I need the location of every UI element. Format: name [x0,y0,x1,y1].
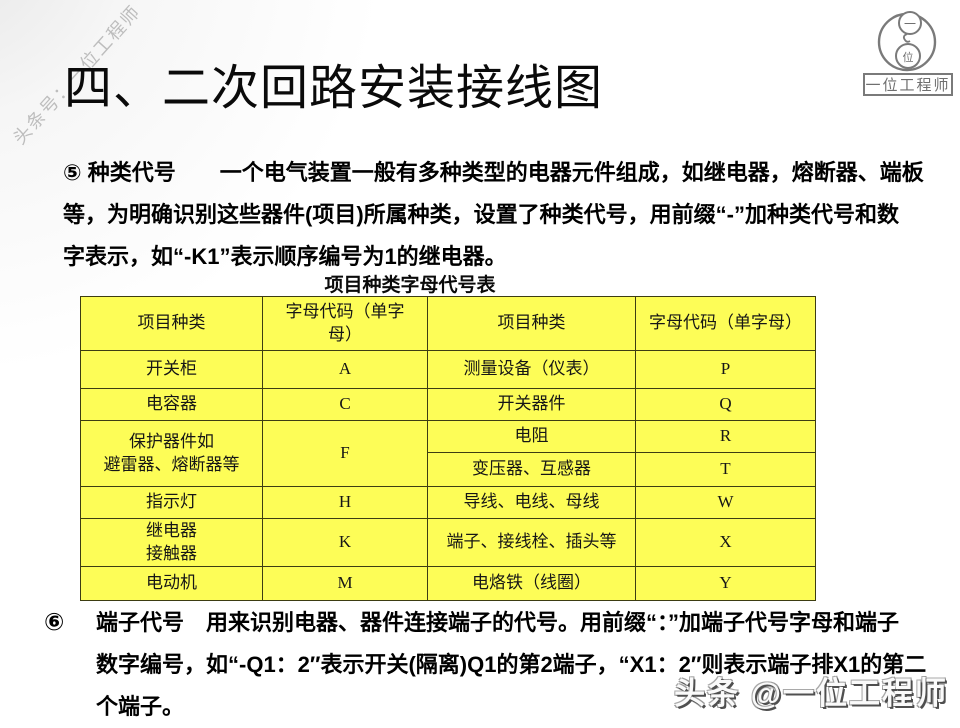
table-cell: 电容器 [80,388,263,421]
logo-hook-icon [902,33,911,43]
paragraph-type-code-line1: ⑤ 种类代号 一个电气装置一般有多种类型的电器元件组成，如继电器，熔断器、端板 [63,160,924,185]
table-cell: 端子、接线栓、插头等 [427,518,636,567]
logo-name-label: 一位工程师 [865,77,950,94]
table-cell: W [635,486,816,519]
paragraph-type-code-line2: 等，为明确识别这些器件(项目)所属种类，设置了种类代号，用前缀“-”加种类代号和… [63,202,899,227]
logo-top-char: 一 [904,17,916,31]
table-row: 保护器件如 避雷器、熔断器等 F 电阻 R [80,420,816,487]
table-cell: A [262,350,428,389]
engineer-logo-icon: 一 位 一位工程师 [863,11,953,96]
paragraph-terminal-code-marker: ⑥ [44,609,65,636]
table-row: 电容器 C 开关器件 Q [80,388,816,421]
table-row: 指示灯 H 导线、电线、母线 W [80,486,816,519]
table-cell: P [635,350,816,389]
table-cell: K [262,518,428,567]
table-cell: T [635,452,816,487]
table-row: 变压器、互感器 T [81,452,816,487]
table-cell: C [262,388,428,421]
paragraph-terminal-code-line2: 数字编号，如“-Q1：2″表示开关(隔离)Q1的第2端子，“X1：2″则表示端子… [96,652,927,677]
paragraph-terminal-code-line3: 个端子。 [96,694,185,719]
table-cell: 开关器件 [427,388,636,421]
logo-bottom-char: 位 [903,50,914,64]
paragraph-type-code: ⑤ 种类代号 一个电气装置一般有多种类型的电器元件组成，如继电器，熔断器、端板 … [63,152,943,278]
footer-watermark: 头条 @一位工程师 [674,676,948,711]
logo-top-circle-icon [898,11,922,35]
table-row: 开关柜 A 测量设备（仪表） P [80,350,816,389]
paragraph-terminal-code-lines: 端子代号 用来识别电器、器件连接端子的代号。用前缀“：”加端子代号字母和端子 数… [96,602,926,728]
table-cell: H [262,486,428,519]
table-cell: 指示灯 [80,486,263,519]
letter-code-table: 项目种类 字母代码（单字 母） 项目种类 字母代码（单字母） 开关柜 A 测量设… [80,296,816,601]
table-cell: 测量设备（仪表） [427,350,636,389]
table-cell: 继电器 接触器 [80,518,263,567]
table-header-cell: 字母代码（单字母） [635,296,816,351]
table-header-cell: 字母代码（单字 母） [262,296,428,351]
table-header-cell: 项目种类 [427,296,636,351]
table-row: 继电器 接触器 K 端子、接线栓、插头等 X [80,518,816,567]
page-title: 四、二次回路安装接线图 [64,62,604,115]
table-cell: 导线、电线、母线 [427,486,636,519]
logo-name-box [863,73,953,96]
table-cell: X [635,518,816,567]
logo-bottom-circle-icon [895,43,921,69]
paragraph-terminal-code: ⑥ 端子代号 用来识别电器、器件连接端子的代号。用前缀“：”加端子代号字母和端子… [44,602,944,728]
table-cell: 开关柜 [80,350,263,389]
engineer-logo: 一 位 一位工程师 [860,6,956,98]
paragraph-type-code-line3: 字表示，如“-K1”表示顺序编号为1的继电器。 [63,244,507,269]
table-cell: M [262,566,428,601]
table-cell: 电动机 [80,566,263,601]
table-cell: 电烙铁（线圈） [427,566,636,601]
table-cell: 变压器、互感器 [427,452,636,487]
table-header-row: 项目种类 字母代码（单字 母） 项目种类 字母代码（单字母） [80,296,816,351]
table-cell: 电阻 [427,420,636,453]
table-cell: Y [635,566,816,601]
table-cell: Q [635,388,816,421]
table-caption: 项目种类字母代号表 [324,275,496,296]
table-cell: R [635,420,816,453]
table-row: 电动机 M 电烙铁（线圈） Y [80,566,816,601]
table-cell: F [262,420,428,487]
table-header-cell: 项目种类 [80,296,263,351]
table-cell: 保护器件如 避雷器、熔断器等 [80,420,263,487]
paragraph-terminal-code-line1: 端子代号 用来识别电器、器件连接端子的代号。用前缀“：”加端子代号字母和端子 [96,610,900,635]
